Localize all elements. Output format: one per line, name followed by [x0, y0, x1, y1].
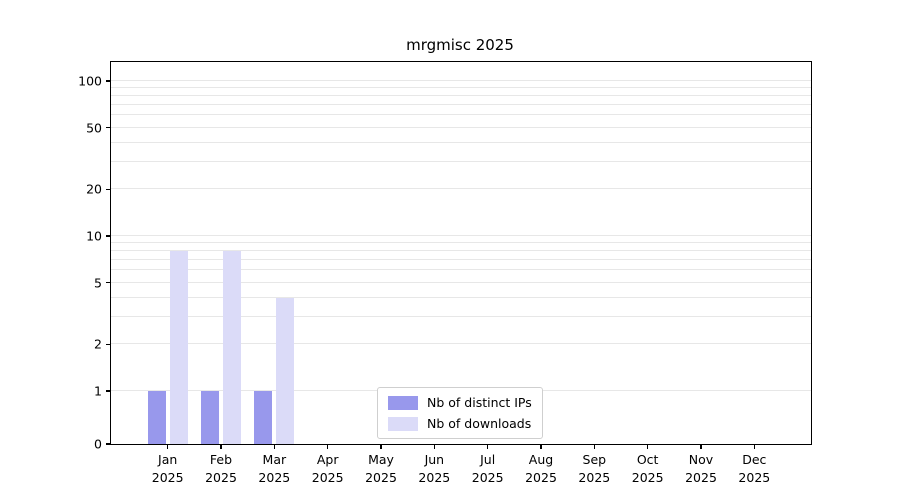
x-tick-label: Nov 2025 [666, 451, 736, 487]
y-tick-label: 0 [94, 436, 102, 452]
x-tick-month: Jun [424, 452, 445, 467]
gridline [111, 104, 811, 106]
x-tick-month: Feb [209, 452, 233, 467]
x-tick-mark [593, 444, 596, 449]
bar-downloads [276, 297, 295, 444]
gridline [111, 161, 811, 163]
legend-label-distinct-ips: Nb of distinct IPs [427, 395, 532, 410]
x-tick-label: Dec 2025 [719, 451, 789, 487]
x-tick-mark [486, 444, 489, 449]
x-tick-month: Jul [480, 452, 496, 467]
x-tick-year: 2025 [578, 470, 611, 486]
x-tick-mark [433, 444, 436, 449]
x-tick-month: Aug [528, 452, 554, 467]
gridline [111, 316, 811, 318]
y-tick-mark [106, 281, 111, 284]
x-tick-mark [753, 444, 756, 449]
y-tick-label: 5 [94, 275, 102, 291]
x-tick-mark [166, 444, 169, 449]
legend-swatch-distinct-ips [388, 395, 418, 410]
x-tick-label: Apr 2025 [293, 451, 363, 487]
gridline [111, 250, 811, 252]
y-tick-label: 1 [94, 383, 102, 399]
x-tick-year: 2025 [311, 470, 344, 486]
x-tick-month: Mar [262, 452, 287, 467]
x-tick-mark [700, 444, 702, 449]
y-tick-mark [106, 235, 111, 237]
y-tick-mark [106, 443, 111, 445]
x-tick-mark [220, 444, 222, 449]
bar-downloads [223, 251, 241, 444]
y-tick-label: 50 [86, 120, 102, 136]
x-tick-mark [273, 444, 276, 449]
gridline [111, 87, 811, 89]
x-tick-month: Sep [582, 452, 607, 467]
bar-distinct-ips [201, 391, 219, 444]
x-tick-year: 2025 [258, 470, 291, 486]
x-tick-month: Oct [636, 452, 659, 467]
x-tick-label: Aug 2025 [506, 451, 576, 487]
x-tick-month: May [368, 452, 394, 467]
x-tick-label: Feb 2025 [186, 451, 256, 487]
x-tick-label: Oct 2025 [613, 451, 683, 487]
x-tick-mark [540, 444, 542, 449]
gridline [111, 235, 811, 236]
x-tick-year: 2025 [365, 470, 397, 486]
y-tick-mark [106, 390, 111, 392]
x-tick-label: Mar 2025 [239, 451, 309, 487]
x-tick-year: 2025 [418, 470, 451, 486]
x-tick-month: Dec [742, 452, 767, 467]
y-tick-mark [106, 188, 111, 191]
gridline [111, 343, 811, 345]
legend: Nb of distinct IPs Nb of downloads [377, 387, 543, 439]
x-tick-year: 2025 [738, 470, 771, 486]
bar-distinct-ips [254, 391, 273, 444]
gridline [111, 141, 811, 143]
chart-title: mrgmisc 2025 [406, 36, 514, 54]
x-tick-label: Sep 2025 [559, 451, 629, 487]
legend-entry-distinct-ips: Nb of distinct IPs [388, 395, 532, 410]
gridline [111, 126, 811, 128]
gridline [111, 259, 811, 261]
legend-swatch-downloads [388, 416, 418, 431]
x-tick-year: 2025 [151, 470, 184, 486]
x-tick-month: Apr [316, 452, 339, 467]
gridline [111, 80, 811, 81]
gridline [111, 281, 811, 283]
x-tick-year: 2025 [631, 470, 664, 486]
bar-distinct-ips [147, 391, 166, 444]
x-tick-year: 2025 [471, 470, 504, 486]
plot-area: Nb of distinct IPs Nb of downloads 0 1 2 5 1… [78, 61, 812, 485]
x-tick-month: Jan [158, 452, 178, 467]
gridline [111, 269, 811, 271]
x-tick-mark [380, 444, 382, 449]
y-tick-label: 20 [86, 181, 102, 197]
y-tick-mark [106, 343, 111, 346]
x-tick-year: 2025 [685, 470, 717, 486]
gridline [111, 242, 811, 244]
x-tick-label: May 2025 [346, 451, 416, 487]
gridline [111, 95, 811, 97]
y-tick-label: 10 [86, 228, 102, 244]
x-tick-mark [326, 444, 329, 449]
x-tick-label: Jul 2025 [453, 451, 523, 487]
gridline [111, 296, 811, 298]
legend-label-downloads: Nb of downloads [427, 416, 532, 431]
y-tick-label: 2 [94, 336, 102, 352]
gridline [111, 188, 811, 190]
legend-entry-downloads: Nb of downloads [388, 416, 532, 431]
x-tick-mark [646, 444, 649, 449]
bar-downloads [169, 251, 188, 444]
x-tick-year: 2025 [205, 470, 237, 486]
x-tick-label: Jan 2025 [133, 451, 203, 487]
y-tick-label: 100 [78, 73, 102, 89]
x-tick-month: Nov [688, 452, 714, 467]
gridline [111, 114, 811, 116]
y-tick-mark [106, 80, 111, 82]
x-tick-label: Jun 2025 [399, 451, 469, 487]
x-tick-year: 2025 [525, 470, 557, 486]
y-tick-mark [106, 126, 111, 129]
